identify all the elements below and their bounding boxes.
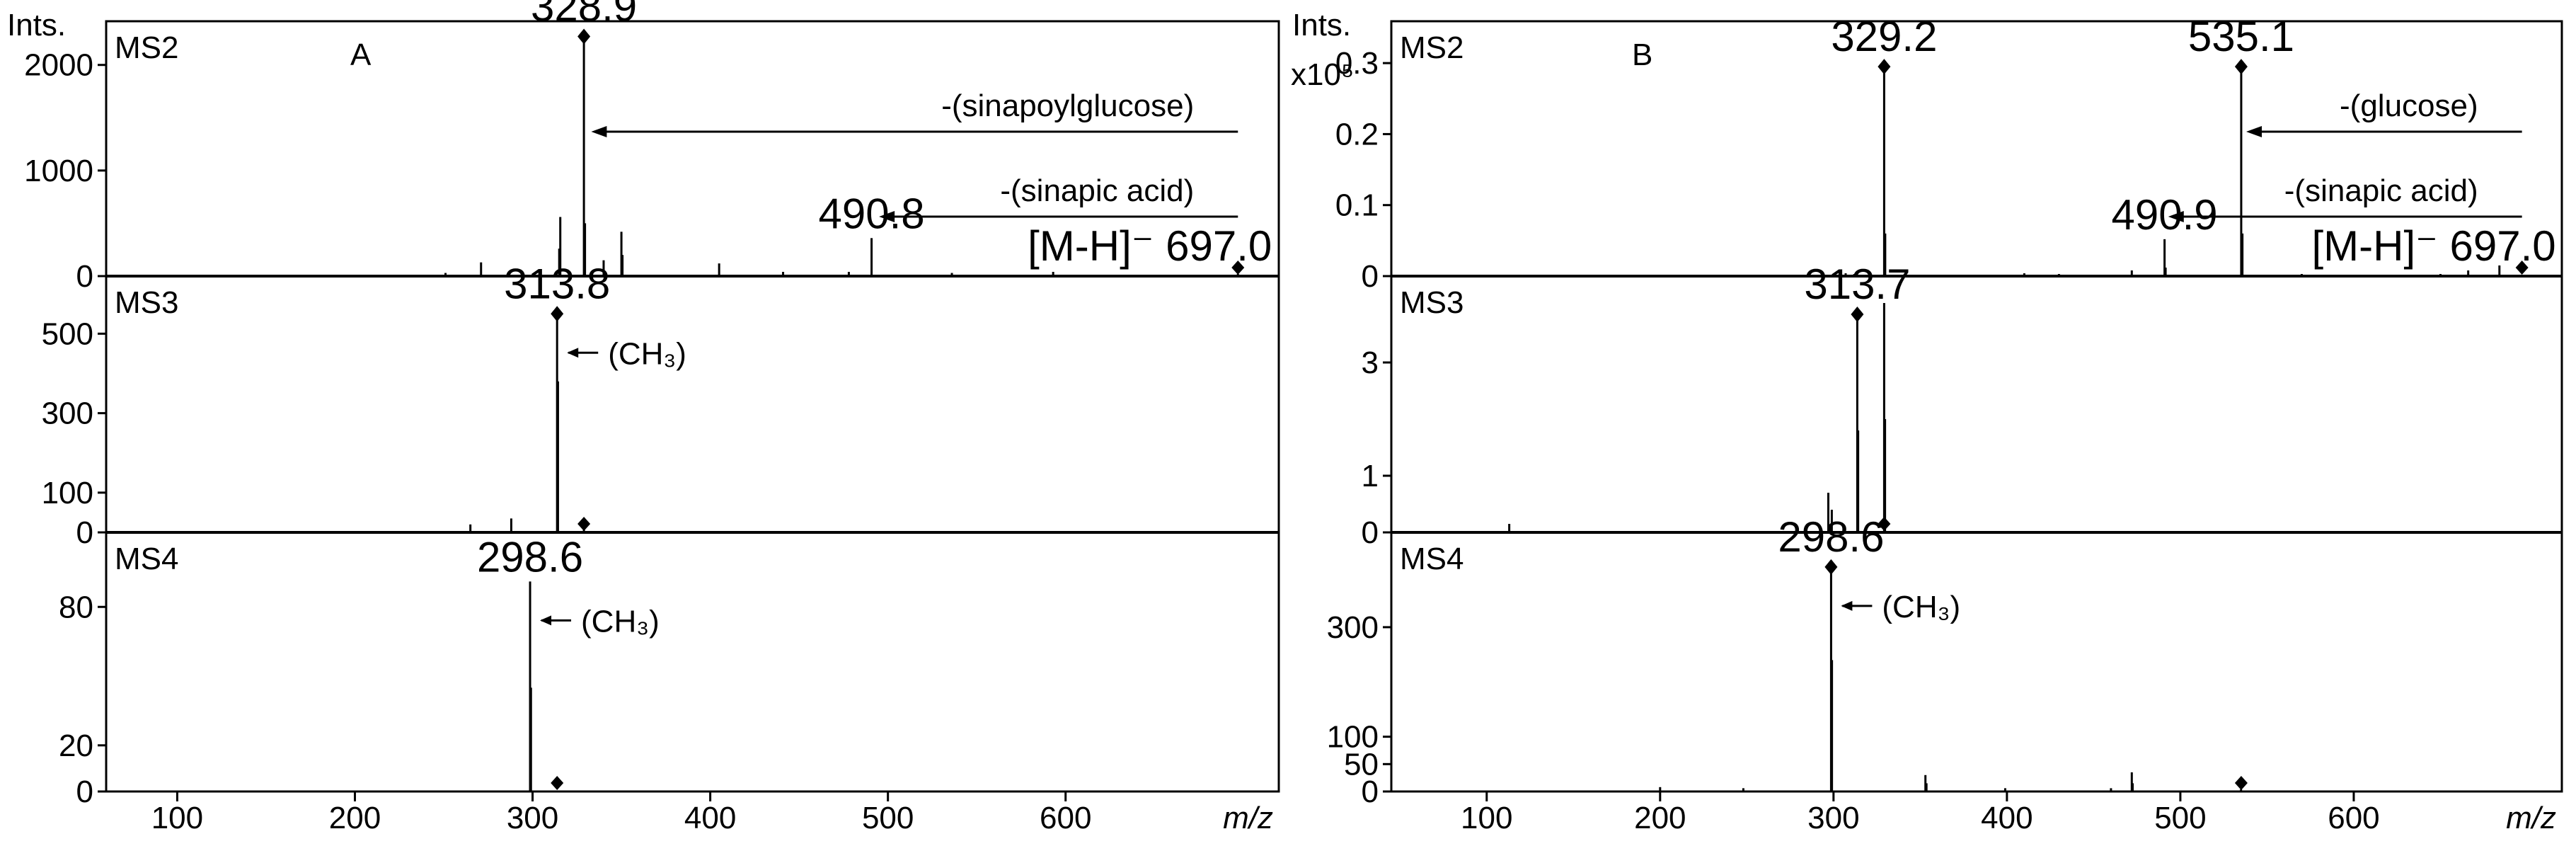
precursor-label: [M-H]⁻ 697.0 — [2312, 222, 2556, 270]
loss-arrowhead — [2246, 126, 2262, 137]
annotation-label: (CH₃) — [1882, 590, 1960, 624]
y-tick-label: 0.3 — [1335, 46, 1379, 81]
peak-label: 490.8 — [818, 190, 924, 237]
loss-label: -(sinapic acid) — [1000, 173, 1194, 208]
panel-frame-A — [105, 20, 1280, 793]
precursor-label: [M-H]⁻ 697.0 — [1028, 222, 1272, 270]
precursor-diamond — [1878, 517, 1891, 531]
x-tick-label: 400 — [1981, 801, 2032, 835]
x-tick-label: 300 — [507, 801, 558, 835]
subplot-label-ms2: MS2 — [1400, 30, 1464, 65]
peak-label: 328.9 — [531, 0, 637, 30]
loss-arrowhead — [591, 126, 607, 137]
panel-letter-B: B — [1632, 38, 1652, 72]
panel-letter-A: A — [350, 38, 372, 72]
peak-diamond — [2234, 59, 2248, 75]
y-axis-label: Ints. — [7, 8, 66, 42]
y-tick-label: 300 — [42, 396, 93, 431]
y-tick-label: 3 — [1362, 345, 1379, 380]
loss-label: -(sinapoylglucose) — [941, 88, 1194, 123]
peak-label: 329.2 — [1831, 13, 1937, 60]
annotation-arrowhead — [567, 348, 579, 358]
y-tick-label: 0 — [1362, 774, 1379, 809]
subplot-label-ms3: MS3 — [1400, 285, 1464, 320]
peak-diamond — [577, 28, 591, 45]
annotation-arrowhead — [1841, 600, 1853, 611]
peak-label: 298.6 — [477, 533, 583, 581]
y-tick-label: 1000 — [24, 154, 93, 188]
y-tick-label: 0.2 — [1335, 117, 1379, 152]
x-tick-label: 300 — [1807, 801, 1859, 835]
y-tick-label: 100 — [42, 476, 93, 510]
precursor-diamond — [2234, 776, 2248, 790]
x-tick-label: 600 — [1040, 801, 1091, 835]
precursor-diamond — [577, 517, 591, 531]
x-tick-label: 500 — [2154, 801, 2206, 835]
peak-label: 490.9 — [2112, 191, 2218, 239]
y-axis-label: Ints. — [1292, 8, 1351, 42]
annotation-arrowhead — [540, 615, 552, 626]
subplot-label-ms4: MS4 — [115, 542, 178, 576]
precursor-diamond — [1231, 261, 1245, 275]
peak-diamond — [551, 306, 564, 322]
y-tick-label: 50 — [1344, 747, 1379, 782]
y-tick-label: 2000 — [24, 48, 93, 83]
y-tick-label: 1 — [1362, 459, 1379, 493]
panel-frame-B — [1390, 20, 2563, 793]
y-tick-label: 300 — [1327, 610, 1379, 645]
precursor-diamond — [551, 776, 564, 790]
loss-arrowhead — [879, 211, 895, 222]
peak-diamond — [1824, 559, 1838, 575]
y-tick-label: 0 — [1362, 259, 1379, 294]
loss-label: -(sinapic acid) — [2284, 173, 2478, 208]
x-axis-label: m/z — [2506, 801, 2556, 835]
peak-label: 313.8 — [504, 260, 610, 307]
y-tick-label: 0 — [76, 515, 93, 550]
peak-label: 535.1 — [2188, 13, 2294, 60]
y-tick-label: 0 — [1362, 515, 1379, 550]
x-tick-label: 500 — [862, 801, 914, 835]
y-tick-label: 0 — [76, 259, 93, 294]
annotation-label: (CH₃) — [581, 604, 660, 639]
x-tick-label: 600 — [2328, 801, 2379, 835]
x-tick-label: 100 — [151, 801, 203, 835]
y-tick-label: 80 — [59, 590, 93, 624]
y-tick-label: 0.1 — [1335, 188, 1379, 223]
y-axis-unit: x10⁵ — [1291, 57, 1354, 92]
y-tick-label: 500 — [42, 316, 93, 351]
loss-arrowhead — [2168, 211, 2184, 222]
peak-diamond — [1851, 307, 1864, 322]
x-tick-label: 200 — [329, 801, 381, 835]
peak-label: 313.7 — [1804, 261, 1910, 308]
y-tick-label: 0 — [76, 774, 93, 809]
y-tick-label: 100 — [1327, 720, 1379, 755]
x-tick-label: 400 — [684, 801, 736, 835]
annotation-label: (CH₃) — [608, 336, 686, 371]
subplot-label-ms3: MS3 — [115, 285, 178, 320]
loss-label: -(glucose) — [2340, 88, 2478, 123]
precursor-diamond — [2515, 261, 2529, 275]
peak-label: 298.6 — [1778, 513, 1884, 561]
y-tick-label: 20 — [59, 728, 93, 763]
peak-diamond — [1878, 59, 1891, 75]
subplot-label-ms2: MS2 — [115, 30, 178, 65]
x-tick-label: 200 — [1634, 801, 1686, 835]
subplot-label-ms4: MS4 — [1400, 542, 1464, 576]
x-axis-label: m/z — [1223, 801, 1273, 835]
x-tick-label: 100 — [1461, 801, 1512, 835]
